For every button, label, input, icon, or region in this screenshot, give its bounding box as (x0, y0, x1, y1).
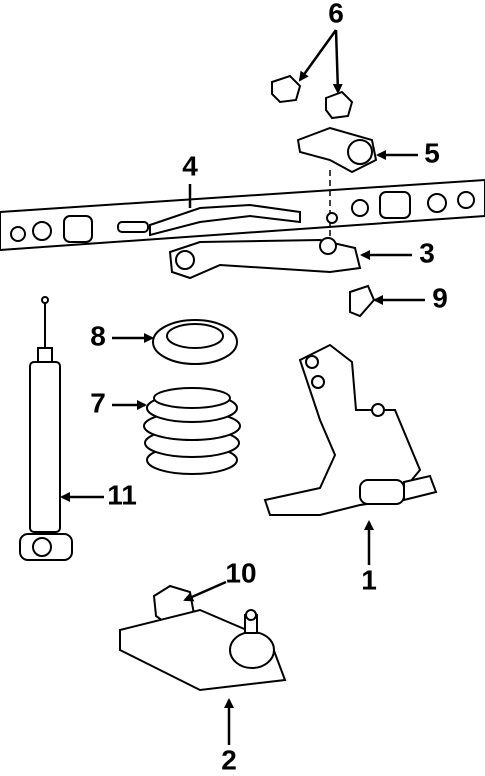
shock-absorber (19, 296, 73, 561)
upper-ball-joint (271, 74, 378, 260)
callout-label: 10 (225, 557, 256, 588)
callout-label: 8 (90, 320, 106, 351)
bumper (349, 284, 376, 318)
callout-label: 5 (424, 137, 440, 168)
coil-spring (143, 387, 241, 475)
callout-label: 2 (221, 744, 237, 775)
frame-rail (0, 178, 485, 252)
callout-arrows (60, 29, 425, 745)
upper-control-arm (168, 237, 362, 280)
lower-control-arm (119, 608, 287, 692)
callout-label: 9 (432, 282, 448, 313)
callout-label: 3 (419, 237, 435, 268)
callout-label: 7 (90, 387, 106, 418)
callout-label: 11 (107, 479, 137, 510)
callout-label: 6 (328, 0, 344, 28)
callout-label: 1 (361, 564, 377, 595)
spring-insulator (152, 319, 238, 365)
callout-label: 4 (182, 150, 198, 181)
steering-knuckle (263, 343, 438, 516)
